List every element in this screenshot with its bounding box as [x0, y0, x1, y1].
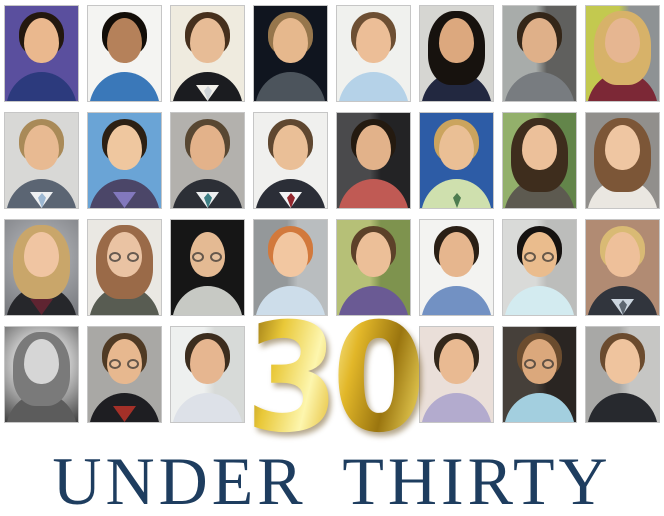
- headshot-r1c6: [419, 5, 494, 102]
- person-face: [190, 18, 225, 63]
- headshot-r2c6: [419, 112, 494, 209]
- person-face: [107, 18, 142, 63]
- headshot-r4c3: [170, 326, 245, 423]
- headshot-r4c2: [87, 326, 162, 423]
- glasses-left-lens-icon: [524, 359, 536, 369]
- person-tie: [204, 193, 212, 208]
- glasses-left-lens-icon: [109, 252, 121, 262]
- person-shoulders: [255, 72, 326, 101]
- glasses-left-lens-icon: [109, 359, 121, 369]
- person-face: [439, 339, 474, 384]
- person-face: [356, 18, 391, 63]
- person-face: [24, 125, 59, 170]
- person-face: [439, 125, 474, 170]
- person-shoulders: [587, 393, 658, 422]
- person-face: [24, 339, 59, 384]
- glasses-right-lens-icon: [542, 252, 554, 262]
- headshot-r3c1: [4, 219, 79, 316]
- person-face: [605, 125, 640, 170]
- person-shoulders: [421, 286, 492, 315]
- photo-row-2: [4, 112, 660, 209]
- person-shoulders: [504, 72, 575, 101]
- headshot-r4c8: [585, 326, 660, 423]
- person-shoulders: [504, 393, 575, 422]
- headshot-r2c2: [87, 112, 162, 209]
- person-tie: [453, 193, 461, 208]
- person-face: [24, 232, 59, 277]
- glasses-left-lens-icon: [524, 252, 536, 262]
- person-shoulders: [172, 286, 243, 315]
- headshot-r1c2: [87, 5, 162, 102]
- person-face: [273, 125, 308, 170]
- headshot-r2c7: [502, 112, 577, 209]
- person-tie: [619, 300, 627, 315]
- person-face: [522, 18, 557, 63]
- headshot-r2c5: [336, 112, 411, 209]
- headshot-r3c4: [253, 219, 328, 316]
- person-tie: [287, 193, 295, 208]
- person-face: [605, 339, 640, 384]
- person-shoulders: [504, 286, 575, 315]
- gold-number-slot: 30: [245, 304, 426, 454]
- person-face: [522, 125, 557, 170]
- headshot-r3c6: [419, 219, 494, 316]
- headshot-r1c4: [253, 5, 328, 102]
- person-face: [190, 339, 225, 384]
- glasses-right-lens-icon: [127, 252, 139, 262]
- glasses-right-lens-icon: [210, 252, 222, 262]
- headshot-r4c6: [419, 326, 494, 423]
- headshot-r3c3: [170, 219, 245, 316]
- headshot-r1c7: [502, 5, 577, 102]
- glasses-right-lens-icon: [127, 359, 139, 369]
- headshot-r1c3: [170, 5, 245, 102]
- headshot-r1c8: [585, 5, 660, 102]
- photo-row-4: 30: [4, 304, 660, 454]
- person-face: [356, 232, 391, 277]
- person-face: [439, 232, 474, 277]
- person-shoulders: [421, 393, 492, 422]
- person-shoulders: [89, 72, 160, 101]
- person-tie: [38, 193, 46, 208]
- poster-caption: UNDER THIRTY: [52, 443, 612, 516]
- gold-number-30: 30: [245, 292, 426, 466]
- headshot-r2c8: [585, 112, 660, 209]
- headshot-r2c1: [4, 112, 79, 209]
- person-face: [273, 18, 308, 63]
- person-face: [439, 18, 474, 63]
- glasses-right-lens-icon: [542, 359, 554, 369]
- person-shoulders: [338, 72, 409, 101]
- headshot-r4c1: [4, 326, 79, 423]
- person-shoulders: [6, 72, 77, 101]
- person-shoulders: [338, 179, 409, 208]
- headshot-r1c1: [4, 5, 79, 102]
- person-face: [605, 232, 640, 277]
- headshot-r3c5: [336, 219, 411, 316]
- person-face: [273, 232, 308, 277]
- headshot-r2c3: [170, 112, 245, 209]
- person-shoulders: [172, 393, 243, 422]
- headshot-r4c7: [502, 326, 577, 423]
- photo-row-3: [4, 219, 660, 316]
- headshot-r1c5: [336, 5, 411, 102]
- headshot-r3c7: [502, 219, 577, 316]
- headshot-r3c8: [585, 219, 660, 316]
- headshot-r3c2: [87, 219, 162, 316]
- person-face: [190, 125, 225, 170]
- person-face: [24, 18, 59, 63]
- person-face: [356, 125, 391, 170]
- person-face: [605, 18, 640, 63]
- photo-grid: 30: [4, 5, 660, 454]
- glasses-left-lens-icon: [192, 252, 204, 262]
- person-face: [107, 125, 142, 170]
- person-tie: [204, 86, 212, 101]
- headshot-r2c4: [253, 112, 328, 209]
- photo-row-1: [4, 5, 660, 102]
